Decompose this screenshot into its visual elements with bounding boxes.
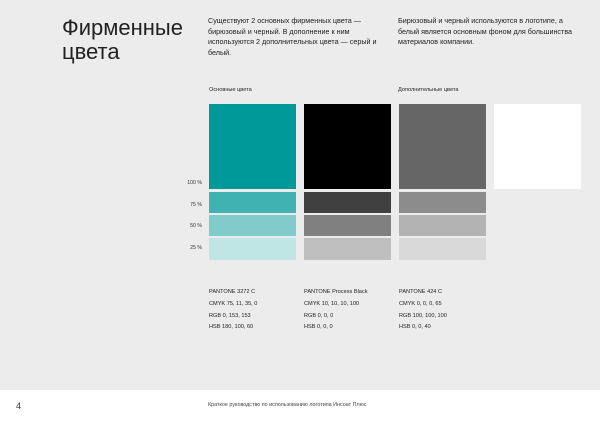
gray-swatch-50 — [399, 215, 486, 236]
gray-swatch-25 — [399, 238, 486, 260]
gray-rgb: RGB 100, 100, 100 — [399, 312, 447, 319]
intro-text-left: Существуют 2 основных фирменных цвета — … — [208, 16, 377, 57]
percent-label-50: 50 % — [190, 223, 202, 229]
gray-swatch-100 — [399, 104, 486, 189]
teal-swatch-25 — [209, 238, 296, 260]
secondary-colors-label: Дополнительные цвета — [398, 87, 459, 93]
gray-spec: PANTONE 424 C CMYK 0, 0, 0, 65 RGB 100, … — [399, 287, 489, 334]
page-number: 4 — [16, 401, 22, 411]
page-title: Фирменные цвета — [62, 15, 183, 64]
teal-pantone: PANTONE 3272 C — [209, 289, 256, 295]
black-cmyk: CMYK 10, 10, 10, 100 — [304, 300, 360, 307]
percent-label-25: 25 % — [190, 245, 202, 251]
teal-swatch-100 — [209, 104, 296, 189]
gray-hsb: HSB 0, 0, 40 — [399, 324, 431, 331]
primary-colors-label: Основные цвета — [209, 87, 252, 93]
black-swatch-25 — [304, 238, 391, 260]
black-swatch-100 — [304, 104, 391, 189]
footer-text: Краткое руководство по использованию лог… — [208, 402, 367, 408]
teal-hsb: HSB 180, 100, 60 — [209, 324, 254, 331]
intro-text-right: Бирюзовый и черный используются в логоти… — [398, 16, 573, 46]
gray-cmyk: CMYK 0, 0, 0, 65 — [399, 300, 442, 307]
teal-rgb: RGB 0, 153, 153 — [209, 312, 251, 319]
gray-swatch-75 — [399, 192, 486, 213]
black-spec: PANTONE Process Black CMYK 10, 10, 10, 1… — [304, 287, 394, 334]
white-swatch — [494, 104, 581, 189]
black-pantone: PANTONE Process Black — [304, 289, 368, 295]
black-rgb: RGB 0, 0, 0 — [304, 312, 334, 319]
teal-swatch-50 — [209, 215, 296, 236]
percent-label-75: 75 % — [190, 202, 202, 208]
black-swatch-50 — [304, 215, 391, 236]
black-swatch-75 — [304, 192, 391, 213]
page-footer: 4 Краткое руководство по использованию л… — [0, 390, 600, 424]
percent-label-100: 100 % — [187, 180, 202, 186]
gray-pantone: PANTONE 424 C — [399, 289, 443, 295]
black-hsb: HSB 0, 0, 0 — [304, 324, 333, 331]
teal-spec: PANTONE 3272 C CMYK 75, 11, 35, 0 RGB 0,… — [209, 287, 299, 334]
teal-swatch-75 — [209, 192, 296, 213]
teal-cmyk: CMYK 75, 11, 35, 0 — [209, 300, 258, 307]
